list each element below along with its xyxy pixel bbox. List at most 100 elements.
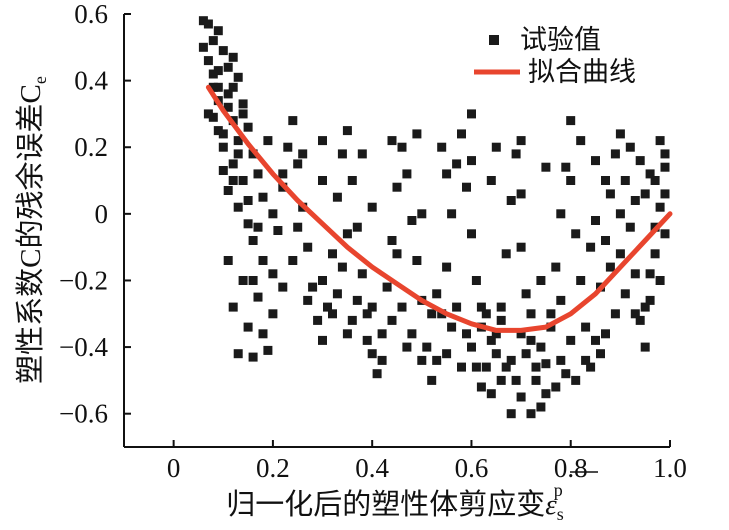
scatter-point	[387, 315, 397, 325]
scatter-point	[238, 109, 248, 119]
scatter-point	[511, 149, 521, 159]
scatter-point	[318, 136, 327, 146]
scatter-point	[447, 209, 457, 219]
scatter-point	[521, 289, 531, 299]
scatter-point	[228, 82, 238, 92]
scatter-point	[288, 256, 298, 265]
scatter-point	[233, 136, 243, 146]
scatter-point	[263, 345, 273, 355]
scatter-point	[412, 129, 422, 139]
x-tick-label: 0	[167, 453, 181, 483]
scatter-point	[213, 126, 223, 136]
scatter-point	[660, 229, 670, 239]
scatter-point	[203, 19, 213, 29]
scatter-point	[481, 309, 491, 319]
scatter-point	[432, 355, 442, 365]
scatter-point	[417, 209, 427, 219]
scatter-point	[615, 249, 625, 259]
scatter-point	[576, 136, 586, 146]
scatter-point	[541, 162, 551, 172]
scatter-point	[218, 166, 228, 175]
scatter-point	[452, 302, 462, 312]
y-tick-label: 0	[95, 199, 109, 229]
scatter-point	[243, 196, 253, 205]
scatter-point	[243, 219, 253, 229]
scatter-point	[481, 362, 491, 372]
scatter-point	[491, 329, 501, 339]
scatter-point	[581, 322, 591, 332]
scatter-point	[238, 99, 248, 109]
y-tick-label: 0.2	[74, 132, 108, 162]
scatter-point	[447, 322, 457, 332]
scatter-point	[566, 335, 576, 345]
scatter-point	[372, 369, 382, 379]
scatter-point	[258, 329, 268, 339]
y-axis-ticks: 0.6 0.4 0.2 0 −0.2 −0.4 −0.6	[59, 0, 131, 429]
scatter-point	[397, 142, 407, 152]
scatter-point	[377, 355, 387, 365]
scatter-point	[610, 309, 620, 319]
scatter-point	[427, 375, 437, 385]
scatter-point	[268, 209, 278, 219]
scatter-point	[467, 229, 476, 239]
scatter-point	[432, 289, 442, 299]
scatter-point	[442, 349, 452, 359]
scatter-point	[645, 295, 655, 305]
scatter-point	[496, 375, 506, 385]
scatter-point	[655, 202, 665, 212]
y-tick-label: −0.4	[59, 332, 108, 362]
scatter-point	[223, 186, 233, 195]
scatter-point	[258, 192, 268, 202]
scatter-point	[422, 342, 432, 352]
scatter-point	[223, 102, 233, 112]
scatter-point	[402, 342, 412, 352]
scatter-point	[556, 295, 566, 305]
scatter-point	[571, 229, 581, 239]
scatter-point	[248, 149, 258, 159]
scatter-point	[362, 309, 372, 319]
x-axis-label: 归一化后的塑性体剪应变εsp	[226, 480, 563, 524]
y-tick-label: −0.2	[59, 265, 108, 295]
fit-curve-line	[205, 84, 673, 333]
scatter-point	[491, 349, 501, 359]
y-axis-label-sub: e	[30, 76, 50, 84]
scatter-point	[551, 382, 561, 392]
scatter-point	[516, 189, 526, 199]
scatter-point	[462, 182, 471, 192]
scatter-point	[278, 282, 288, 292]
scatter-point	[620, 289, 630, 299]
scatter-point	[566, 116, 576, 126]
scatter-point	[283, 142, 293, 152]
scatter-point	[288, 116, 298, 126]
scatter-point	[457, 129, 466, 139]
scatter-point	[476, 302, 486, 312]
scatter-point	[357, 269, 367, 279]
scatter-point	[615, 129, 625, 139]
scatter-point	[476, 382, 486, 392]
y-tick-label: 0.4	[74, 66, 108, 96]
scatter-point	[605, 189, 615, 199]
scatter-point	[625, 142, 635, 152]
scatter-point	[650, 176, 660, 185]
scatter-point	[556, 355, 566, 365]
scatter-point	[347, 315, 357, 325]
scatter-point	[536, 402, 546, 412]
scatter-point	[253, 169, 263, 179]
scatter-point	[650, 249, 660, 259]
scatter-point	[511, 375, 521, 385]
scatter-point	[496, 302, 506, 312]
legend-label-points: 试验值	[520, 25, 601, 55]
scatter-point	[516, 329, 526, 339]
scatter-point	[303, 295, 313, 305]
scatter-point	[352, 222, 362, 232]
scatter-point	[556, 209, 566, 219]
scatter-point	[362, 335, 372, 345]
scatter-point	[407, 216, 417, 225]
scatter-point	[596, 349, 605, 359]
scatter-point	[293, 222, 303, 232]
scatter-point	[248, 352, 258, 362]
scatter-point	[531, 375, 541, 385]
scatter-point	[382, 282, 392, 292]
scatter-point	[238, 276, 248, 285]
scatter-point	[536, 342, 546, 352]
